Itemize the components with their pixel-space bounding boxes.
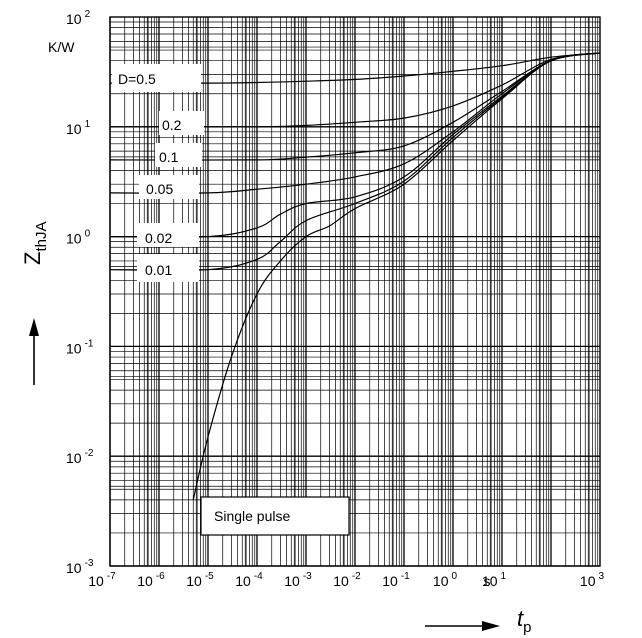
series-lines: [109, 52, 601, 501]
y-axis-arrow: [29, 318, 39, 385]
series-label-0: D=0.5: [118, 71, 156, 87]
y-axis-symbol: Z: [20, 252, 45, 265]
series-label-4: 0.02: [145, 230, 172, 246]
y-unit-label: K/W: [48, 39, 75, 55]
x-tick-label-3: 10 -4: [235, 571, 263, 589]
series-label-box-1: [159, 111, 204, 135]
series-label-1: 0.2: [162, 117, 182, 133]
series-label-5: 0.01: [145, 262, 172, 278]
x-tick-label-7: 10 0: [433, 571, 458, 589]
y-axis-title: ZthJA: [20, 222, 50, 265]
x-axis-title: tp: [517, 606, 531, 636]
x-tick-labels: 10 -7 10 -6 10 -5 10 -4 10 -3 10 -2 10 -1 10 0 10 1 10 3: [88, 571, 604, 589]
svg-text:ZthJA: ZthJA: [20, 222, 50, 265]
y-tick-label-1: 10 -2: [66, 448, 94, 466]
plot-frame: [109, 16, 601, 567]
y-tick-label-5: 10 2: [66, 9, 91, 27]
x-tick-label-6: 10 -1: [382, 571, 410, 589]
x-unit-label: s: [484, 573, 491, 589]
y-tick-label-3: 10 0: [66, 229, 91, 247]
x-tick-label-8: 10 1: [482, 571, 507, 589]
x-tick-label-5: 10 -2: [333, 571, 361, 589]
svg-text:tp: tp: [517, 606, 531, 636]
series-label-2: 0.1: [159, 149, 179, 165]
series-line-6: [192, 52, 601, 501]
series-label-box-3: [139, 175, 199, 199]
x-axis-arrow: [425, 621, 500, 631]
series-label-3: 0.05: [146, 181, 173, 197]
y-tick-label-2: 10 -1: [66, 338, 94, 356]
major-grid: [109, 17, 600, 567]
y-tick-label-4: 10 1: [66, 119, 91, 137]
series-label-6: Single pulse: [214, 508, 290, 524]
x-tick-label-0: 10 -7: [88, 571, 116, 589]
x-tick-label-2: 10 -5: [186, 571, 214, 589]
series-label-box-6: [200, 496, 350, 536]
x-axis-subscript: p: [523, 619, 531, 636]
series-line-0: [109, 52, 601, 84]
series-line-5: [109, 52, 601, 272]
y-tick-label-0: 10 -3: [66, 558, 94, 576]
series-label-box-2: [155, 143, 202, 167]
x-tick-label-9: 10 3: [580, 571, 605, 589]
series-label-box-4: [137, 223, 199, 247]
x-tick-label-1: 10 -6: [137, 571, 165, 589]
series-line-1: [109, 52, 601, 128]
series-label-box-5: [137, 254, 199, 282]
y-axis-subscript: thJA: [33, 222, 50, 252]
series-labels: D=0.5 0.2 0.1 0.05 0.02 0.01 Single pulse: [112, 64, 350, 536]
series-line-3: [109, 52, 601, 194]
x-axis-symbol: t: [517, 606, 524, 631]
series-label-box-0: [112, 64, 201, 92]
series-line-4: [109, 52, 601, 238]
x-tick-label-4: 10 -3: [284, 571, 312, 589]
